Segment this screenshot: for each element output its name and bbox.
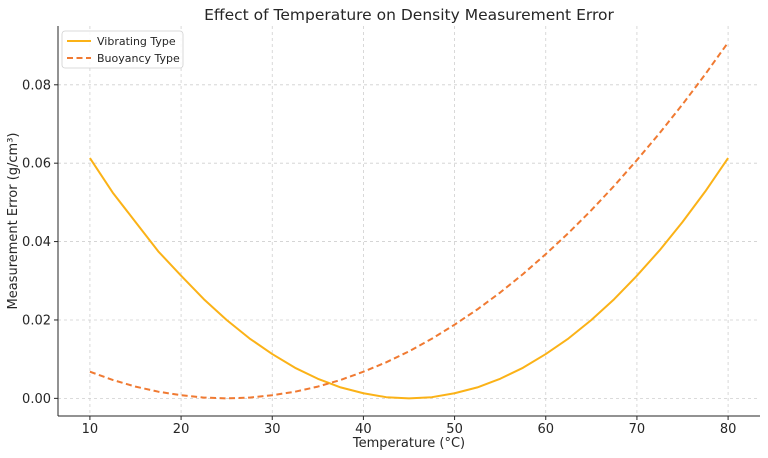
y-tick-label-0: 0.00 xyxy=(22,392,51,407)
grid xyxy=(58,26,760,416)
x-tick-label-3: 40 xyxy=(355,422,372,437)
x-tick-label-5: 60 xyxy=(537,422,554,437)
legend-box xyxy=(61,30,184,69)
chart-title: Effect of Temperature on Density Measure… xyxy=(204,6,614,24)
y-tick-label-1: 0.02 xyxy=(22,313,51,328)
legend-label-vibrating: Vibrating Type xyxy=(97,35,176,48)
series-line-buoyancy xyxy=(89,41,729,400)
x-tick-label-6: 70 xyxy=(629,422,646,437)
x-tick-label-1: 20 xyxy=(173,422,190,437)
series-layer xyxy=(89,41,729,400)
y-axis-label: Measurement Error (g/cm³) xyxy=(6,133,21,310)
x-axis-label: Temperature (°C) xyxy=(352,436,465,451)
y-tick-label-3: 0.06 xyxy=(22,157,51,172)
y-tick-label-2: 0.04 xyxy=(22,235,51,250)
x-axis-ticks: 10 20 30 40 50 60 70 80 xyxy=(82,416,737,437)
legend-label-buoyancy: Buoyancy Type xyxy=(97,52,180,65)
x-tick-label-0: 10 xyxy=(82,422,99,437)
x-tick-label-2: 30 xyxy=(264,422,281,437)
axes xyxy=(57,26,760,417)
x-tick-label-4: 50 xyxy=(446,422,463,437)
y-axis-ticks: 0.00 0.02 0.04 0.06 0.08 xyxy=(22,78,58,407)
series-line-vibrating xyxy=(89,157,729,400)
legend: Vibrating Type Buoyancy Type xyxy=(61,30,184,69)
x-tick-label-7: 80 xyxy=(720,422,737,437)
y-tick-label-4: 0.08 xyxy=(22,78,51,93)
